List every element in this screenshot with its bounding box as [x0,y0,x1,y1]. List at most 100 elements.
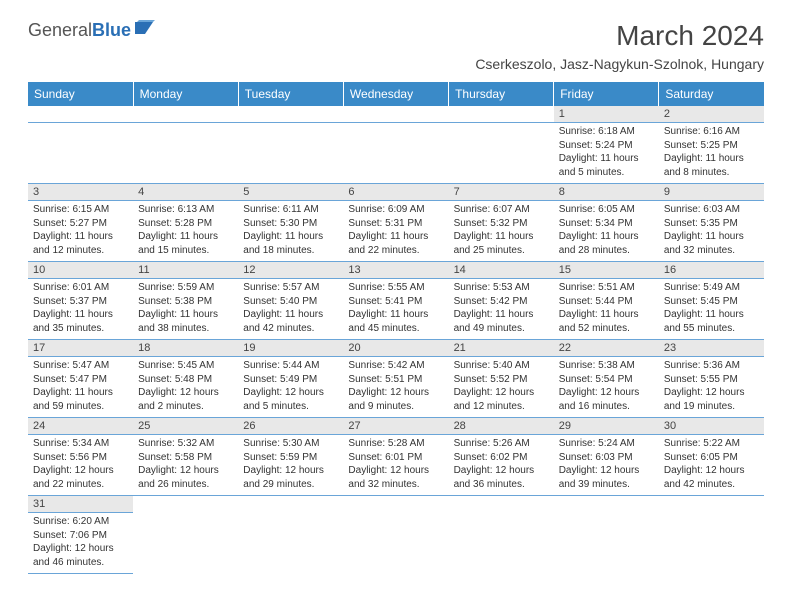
day-number-cell: 25 [133,418,238,435]
daylight-text-1: Daylight: 11 hours [559,152,654,166]
day-cell [659,513,764,574]
day-cell: Sunrise: 5:51 AMSunset: 5:44 PMDaylight:… [554,279,659,340]
daylight-text-2: and 35 minutes. [33,322,128,336]
day-cell: Sunrise: 5:22 AMSunset: 6:05 PMDaylight:… [659,435,764,496]
sunset-text: Sunset: 5:47 PM [33,373,128,387]
daylight-text-1: Daylight: 11 hours [664,308,759,322]
day-cell: Sunrise: 6:20 AMSunset: 7:06 PMDaylight:… [28,513,133,574]
daylight-text-2: and 59 minutes. [33,400,128,414]
logo-text-general: General [28,20,92,41]
day-number-cell: 11 [133,262,238,279]
daylight-text-1: Daylight: 11 hours [138,308,233,322]
day-header-row: SundayMondayTuesdayWednesdayThursdayFrid… [28,82,764,106]
sunset-text: Sunset: 5:56 PM [33,451,128,465]
sunrise-text: Sunrise: 5:44 AM [243,359,338,373]
day-cell: Sunrise: 5:53 AMSunset: 5:42 PMDaylight:… [449,279,554,340]
sunset-text: Sunset: 5:31 PM [348,217,443,231]
sunset-text: Sunset: 6:02 PM [454,451,549,465]
calendar-body: 12 Sunrise: 6:18 AMSunset: 5:24 PMDaylig… [28,106,764,574]
sunrise-text: Sunrise: 5:42 AM [348,359,443,373]
logo-flag-icon [135,20,157,41]
day-number-cell: 24 [28,418,133,435]
daylight-text-2: and 25 minutes. [454,244,549,258]
daylight-text-2: and 52 minutes. [559,322,654,336]
day-header: Friday [554,82,659,106]
sunset-text: Sunset: 5:59 PM [243,451,338,465]
day-number-cell [238,106,343,123]
sunrise-text: Sunrise: 5:28 AM [348,437,443,451]
sunset-text: Sunset: 5:55 PM [664,373,759,387]
day-number-cell: 31 [28,496,133,513]
daylight-text-1: Daylight: 11 hours [33,386,128,400]
sunrise-text: Sunrise: 6:05 AM [559,203,654,217]
sunset-text: Sunset: 6:05 PM [664,451,759,465]
daylight-text-2: and 18 minutes. [243,244,338,258]
day-number-cell: 29 [554,418,659,435]
sunrise-text: Sunrise: 5:24 AM [559,437,654,451]
day-cell: Sunrise: 5:42 AMSunset: 5:51 PMDaylight:… [343,357,448,418]
day-number-cell: 12 [238,262,343,279]
location-subtitle: Cserkeszolo, Jasz-Nagykun-Szolnok, Hunga… [475,56,764,72]
daylight-text-2: and 45 minutes. [348,322,443,336]
sunset-text: Sunset: 5:34 PM [559,217,654,231]
sunrise-text: Sunrise: 5:38 AM [559,359,654,373]
sunset-text: Sunset: 5:44 PM [559,295,654,309]
day-cell: Sunrise: 5:59 AMSunset: 5:38 PMDaylight:… [133,279,238,340]
sunset-text: Sunset: 5:30 PM [243,217,338,231]
daylight-text-2: and 26 minutes. [138,478,233,492]
sunrise-text: Sunrise: 6:07 AM [454,203,549,217]
day-number-cell [133,496,238,513]
day-number-cell: 13 [343,262,448,279]
day-number-cell: 1 [554,106,659,123]
day-number-cell [343,106,448,123]
sunset-text: Sunset: 5:40 PM [243,295,338,309]
day-number-cell: 6 [343,184,448,201]
daylight-text-2: and 42 minutes. [243,322,338,336]
sunset-text: Sunset: 5:38 PM [138,295,233,309]
title-block: March 2024 Cserkeszolo, Jasz-Nagykun-Szo… [475,20,764,72]
day-number-cell: 7 [449,184,554,201]
day-cell [133,513,238,574]
daylight-text-2: and 5 minutes. [243,400,338,414]
daylight-text-1: Daylight: 11 hours [348,230,443,244]
sunset-text: Sunset: 5:28 PM [138,217,233,231]
day-header: Monday [133,82,238,106]
day-cell: Sunrise: 5:38 AMSunset: 5:54 PMDaylight:… [554,357,659,418]
daylight-text-2: and 39 minutes. [559,478,654,492]
day-number-cell: 10 [28,262,133,279]
sunset-text: Sunset: 5:52 PM [454,373,549,387]
daylight-text-1: Daylight: 11 hours [454,308,549,322]
sunrise-text: Sunrise: 5:55 AM [348,281,443,295]
day-cell: Sunrise: 6:11 AMSunset: 5:30 PMDaylight:… [238,201,343,262]
day-number-cell: 14 [449,262,554,279]
daylight-text-1: Daylight: 12 hours [454,386,549,400]
daylight-text-2: and 49 minutes. [454,322,549,336]
day-cell [449,513,554,574]
daylight-text-1: Daylight: 12 hours [243,386,338,400]
day-number-row: 24252627282930 [28,418,764,435]
daylight-text-2: and 32 minutes. [664,244,759,258]
logo: GeneralBlue [28,20,157,41]
sunrise-text: Sunrise: 6:16 AM [664,125,759,139]
daylight-text-2: and 8 minutes. [664,166,759,180]
day-number-cell: 5 [238,184,343,201]
daylight-text-1: Daylight: 11 hours [138,230,233,244]
day-header: Wednesday [343,82,448,106]
day-content-row: Sunrise: 6:15 AMSunset: 5:27 PMDaylight:… [28,201,764,262]
day-number-cell: 2 [659,106,764,123]
day-cell [449,123,554,184]
sunrise-text: Sunrise: 6:01 AM [33,281,128,295]
daylight-text-1: Daylight: 12 hours [348,386,443,400]
header: GeneralBlue March 2024 Cserkeszolo, Jasz… [28,20,764,72]
sunset-text: Sunset: 5:41 PM [348,295,443,309]
day-cell: Sunrise: 6:03 AMSunset: 5:35 PMDaylight:… [659,201,764,262]
sunset-text: Sunset: 5:32 PM [454,217,549,231]
day-number-cell: 15 [554,262,659,279]
daylight-text-1: Daylight: 12 hours [243,464,338,478]
day-number-cell: 26 [238,418,343,435]
sunrise-text: Sunrise: 5:30 AM [243,437,338,451]
day-number-cell: 16 [659,262,764,279]
daylight-text-1: Daylight: 11 hours [559,230,654,244]
day-cell: Sunrise: 6:18 AMSunset: 5:24 PMDaylight:… [554,123,659,184]
daylight-text-2: and 28 minutes. [559,244,654,258]
